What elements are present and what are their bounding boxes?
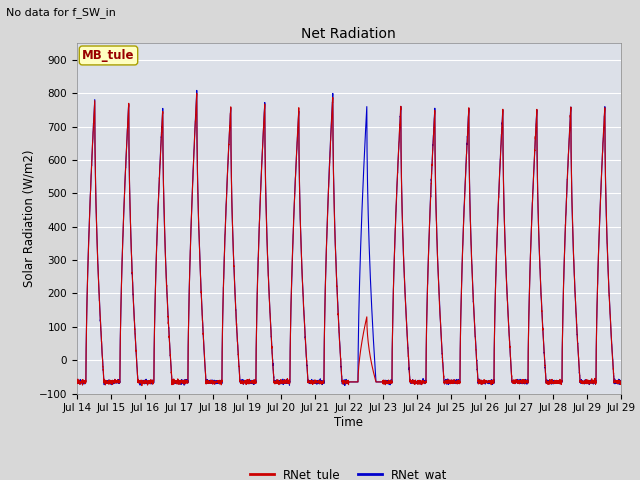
X-axis label: Time: Time — [334, 416, 364, 429]
Y-axis label: Solar Radiation (W/m2): Solar Radiation (W/m2) — [23, 150, 36, 287]
Text: MB_tule: MB_tule — [82, 49, 135, 62]
Title: Net Radiation: Net Radiation — [301, 27, 396, 41]
Legend: RNet_tule, RNet_wat: RNet_tule, RNet_wat — [245, 463, 452, 480]
Text: No data for f_SW_in: No data for f_SW_in — [6, 7, 116, 18]
